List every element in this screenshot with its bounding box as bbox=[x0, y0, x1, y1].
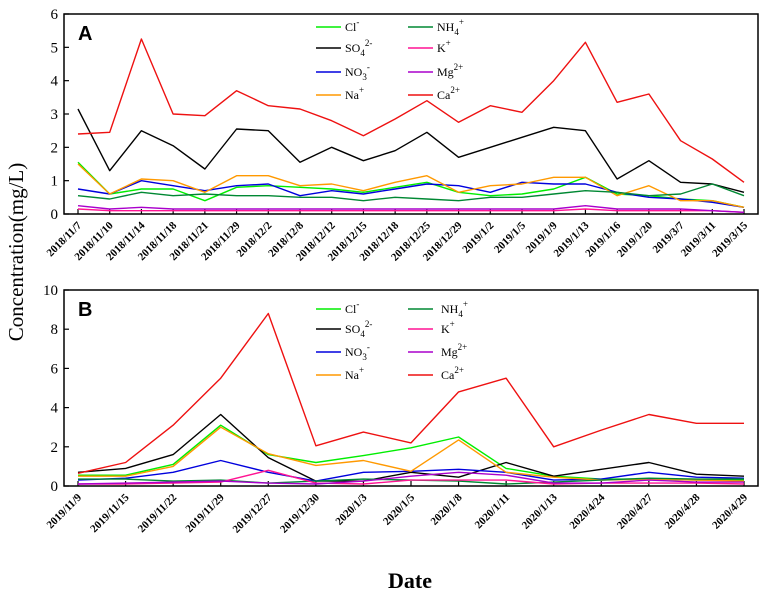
legend-label-cl: Cl- bbox=[345, 299, 359, 316]
series-line-mg bbox=[77, 204, 745, 213]
x-tick-label: 2019/3/15 bbox=[710, 219, 750, 259]
legend-label-nh4: NH4+ bbox=[441, 299, 468, 319]
y-tick-label: 6 bbox=[51, 7, 59, 23]
x-tick-label: 2020/1/5 bbox=[381, 491, 417, 527]
x-axis-title: Date bbox=[388, 568, 432, 593]
legend-label-mg: Mg2+ bbox=[437, 62, 463, 79]
y-tick-label: 2 bbox=[51, 440, 59, 456]
x-tick-label: 2020/1/13 bbox=[520, 491, 560, 531]
x-tick-label: 2020/1/8 bbox=[429, 491, 465, 527]
series-line-k bbox=[77, 208, 745, 213]
legend-label-ca: Ca2+ bbox=[437, 85, 460, 102]
legend-label-ca: Ca2+ bbox=[441, 365, 464, 382]
legend: Cl- SO42- NO3- Na+ NH4+K+ Mg2+ Ca2+ bbox=[316, 299, 468, 382]
series-line-cl bbox=[77, 161, 745, 208]
y-tick-label: 1 bbox=[51, 174, 59, 190]
x-tick-label: 2019/12/27 bbox=[230, 491, 274, 535]
chart-panel-a: 01234562018/11/72018/11/102018/11/142018… bbox=[45, 7, 759, 264]
y-tick-label: 3 bbox=[51, 107, 59, 123]
y-tick-label: 5 bbox=[51, 40, 59, 56]
y-tick-label: 6 bbox=[51, 361, 59, 377]
legend-label-cl: Cl- bbox=[345, 17, 359, 34]
series-line-no3 bbox=[77, 179, 745, 208]
legend-label-no3: NO3- bbox=[345, 62, 370, 82]
series-line-na bbox=[77, 163, 745, 208]
x-tick-label: 2019/1/20 bbox=[615, 219, 655, 259]
legend-label-k: K+ bbox=[437, 38, 451, 55]
x-tick-label: 2019/11/9 bbox=[45, 491, 85, 531]
series-line-k bbox=[78, 469, 745, 485]
legend-label-so4: SO42- bbox=[345, 319, 372, 339]
series-line-ca bbox=[77, 38, 745, 183]
x-tick-label: 2019/1/5 bbox=[492, 219, 528, 255]
y-tick-label: 4 bbox=[51, 401, 59, 417]
y-tick-label: 8 bbox=[51, 322, 59, 338]
x-tick-label: 2020/4/24 bbox=[567, 491, 607, 531]
series-line-so4 bbox=[77, 413, 745, 482]
series-line-mg bbox=[77, 471, 744, 485]
legend-label-nh4: NH4+ bbox=[437, 17, 464, 37]
legend-label-so4: SO42- bbox=[345, 38, 372, 58]
series-line-so4 bbox=[77, 108, 745, 193]
x-tick-label: 2019/11/22 bbox=[136, 491, 180, 535]
x-tick-label: 2020/4/27 bbox=[615, 491, 655, 531]
x-tick-label: 2020/1/3 bbox=[333, 491, 369, 527]
panel-letter: B bbox=[78, 299, 92, 321]
legend-label-na: Na+ bbox=[345, 365, 364, 382]
legend: Cl- SO42- NO3- Na+ NH4+K+ Mg2+ Ca2+ bbox=[316, 17, 464, 102]
y-tick-label: 10 bbox=[43, 283, 58, 299]
panel-letter: A bbox=[78, 23, 92, 45]
x-tick-label: 2019/11/15 bbox=[88, 491, 132, 535]
legend-label-no3: NO3- bbox=[345, 342, 370, 362]
legend-label-k: K+ bbox=[441, 319, 455, 336]
plot-frame bbox=[63, 13, 759, 215]
series-line-ca bbox=[77, 312, 744, 474]
legend-label-mg: Mg2+ bbox=[441, 342, 467, 359]
x-tick-label: 2019/12/30 bbox=[278, 491, 322, 535]
x-tick-label: 2019/1/2 bbox=[460, 219, 496, 255]
y-tick-label: 0 bbox=[51, 479, 59, 495]
y-tick-label: 2 bbox=[51, 140, 59, 156]
y-axis-title: Concentration(mg/L) bbox=[4, 163, 28, 341]
x-tick-label: 2020/4/29 bbox=[710, 491, 750, 531]
x-tick-label: 2019/11/29 bbox=[183, 491, 227, 535]
x-tick-label: 2020/4/28 bbox=[663, 491, 703, 531]
legend-label-na: Na+ bbox=[345, 85, 364, 102]
y-tick-label: 4 bbox=[51, 74, 59, 90]
y-tick-label: 0 bbox=[51, 207, 59, 223]
series-line-nh4 bbox=[77, 183, 745, 202]
x-tick-label: 2020/1/11 bbox=[473, 492, 513, 532]
